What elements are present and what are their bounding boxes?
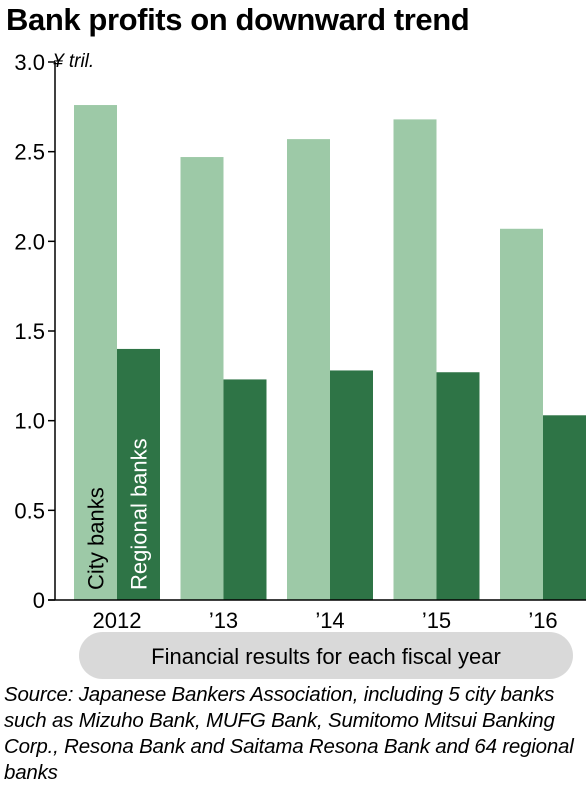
x-tick-label: 2012 — [93, 608, 142, 633]
y-axis: 0 0.5 1.0 1.5 2.0 2.5 3.0 — [14, 50, 56, 613]
bars — [74, 105, 586, 601]
y-tick-label: 2.0 — [14, 229, 45, 254]
bar-regional-banks-5 — [543, 415, 586, 600]
bar-city-banks-3 — [287, 139, 330, 600]
legend-label-city-banks: City banks — [84, 487, 109, 590]
legend-label-regional-banks: Regional banks — [127, 438, 152, 590]
bar-city-banks-2 — [180, 157, 224, 600]
x-axis: 2012 ’13 ’14 ’15 ’16 — [48, 599, 586, 633]
unit-label: ¥ tril. — [53, 51, 94, 72]
bar-city-banks-4 — [393, 119, 437, 601]
bar-regional-banks-4 — [436, 372, 480, 600]
x-axis-title: Financial results for each fiscal year — [151, 644, 501, 669]
y-tick-label: 1.5 — [14, 319, 45, 344]
y-tick-label: 2.5 — [14, 140, 45, 165]
chart-title: Bank profits on downward trend — [6, 2, 470, 37]
y-tick-label: 0.5 — [14, 498, 45, 523]
x-tick-label: ’14 — [315, 608, 344, 633]
y-tick-label: 0 — [33, 588, 45, 613]
y-tick-label: 1.0 — [14, 409, 45, 434]
bar-city-banks-1 — [74, 105, 117, 600]
x-tick-label: ’16 — [528, 608, 557, 633]
bar-city-banks-5 — [500, 228, 543, 600]
legend: City banks Regional banks — [84, 438, 152, 590]
x-tick-label: ’15 — [422, 608, 451, 633]
bar-regional-banks-1 — [117, 348, 160, 600]
source-note: Source: Japanese Bankers Association, in… — [4, 683, 574, 784]
bar-regional-banks-2 — [223, 379, 267, 600]
x-tick-label: ’13 — [209, 608, 238, 633]
x-axis-title-pill — [79, 632, 573, 679]
bar-chart: 0 0.5 1.0 1.5 2.0 2.5 3.0 2012 ’13 ’14 ’15 ’16 Cit… — [14, 50, 586, 679]
bar-regional-banks-3 — [330, 370, 373, 600]
y-tick-label: 3.0 — [14, 50, 45, 75]
